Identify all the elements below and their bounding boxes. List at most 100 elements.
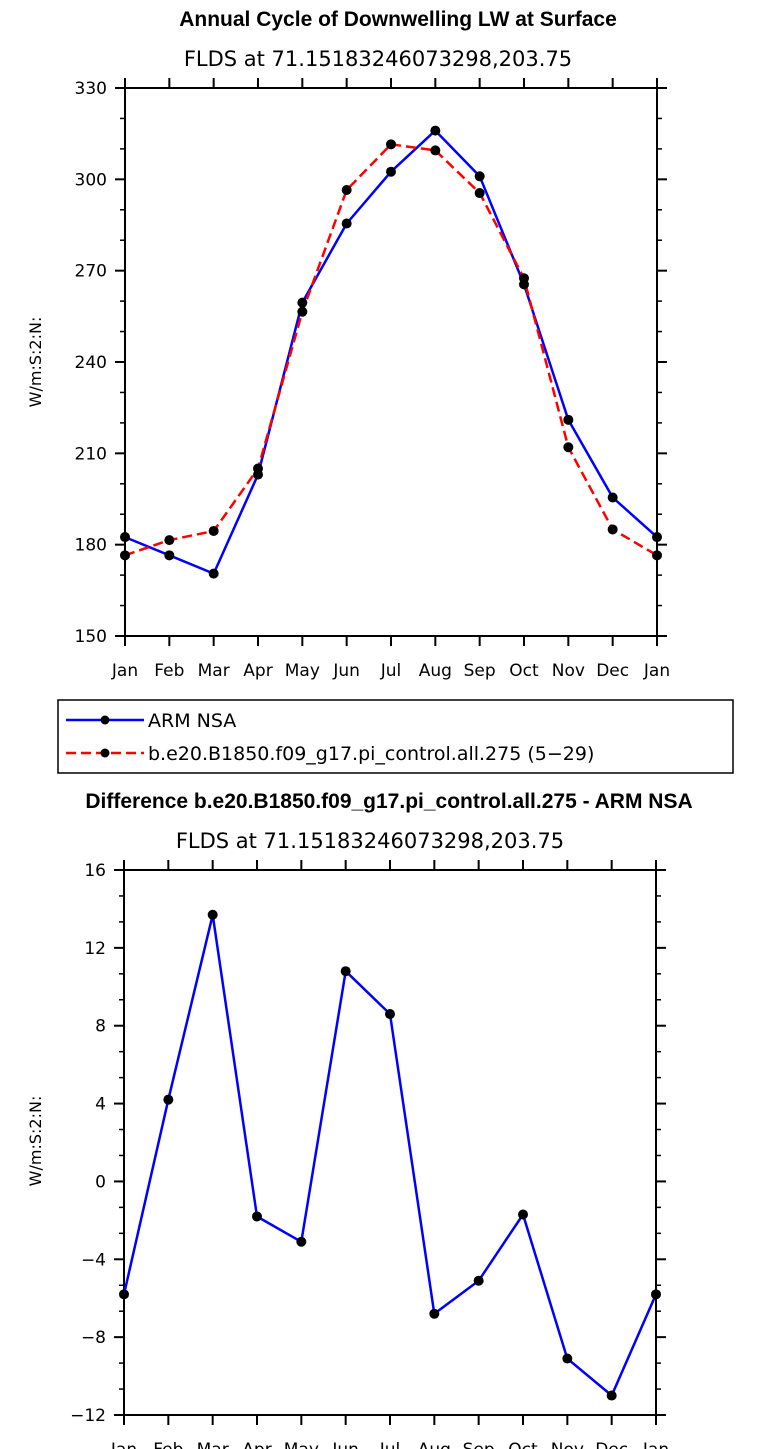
y-tick-label: 16 [84,861,106,881]
x-tick-labels: Jan Feb Mar Apr May Jun Jul Aug Sep Oct Nov Dec Jan [111,661,670,681]
data-point-s0-0 [119,1289,129,1300]
y-tick-label: 210 [75,444,107,464]
x-tick-label: Jan [642,1440,669,1449]
y-tick-label: 12 [84,939,106,959]
data-point-s0-5 [341,218,352,229]
chart-subtitle: FLDS at 71.15183246073298,203.75 [176,829,564,853]
x-tick-label: Jul [380,661,402,681]
x-tick-label: Jun [332,661,360,681]
data-point-s0-3 [252,1211,262,1222]
x-tick-label: Apr [242,1440,271,1449]
chart-subtitle: FLDS at 71.15183246073298,203.75 [184,47,572,71]
data-point-s1-2 [208,525,219,536]
y-axis-label: W/m:S:2:N: [26,317,45,408]
x-tick-label: Jan [110,1440,137,1449]
data-point-s0-6 [386,166,396,177]
x-tick-label: Jan [643,661,670,681]
series-line-0 [122,913,658,1397]
data-point-s0-12 [652,532,662,543]
legend-marker-arm-nsa [100,715,110,725]
y-tick-label: 180 [75,536,107,556]
axis-ticks [114,860,666,1425]
data-point-s0-5 [340,966,351,977]
data-point-s0-1 [163,1094,174,1105]
y-tick-label: 330 [75,79,107,99]
data-point-s0-11 [606,1390,617,1401]
data-point-s1-7 [430,145,441,156]
x-tick-labels: Jan Feb Mar Apr May Jun Jul Aug Sep Oct Nov Dec Jan [110,1440,669,1449]
data-point-s0-11 [607,492,618,503]
data-point-s1-11 [607,524,618,535]
x-tick-label: Jan [111,661,138,681]
x-tick-label: Sep [463,1440,495,1449]
data-point-s0-8 [473,1275,484,1286]
data-point-s1-4 [297,306,308,317]
x-tick-label: Mar [198,661,230,681]
series-group [120,125,662,579]
data-point-s0-10 [562,1353,573,1364]
data-point-s0-7 [429,1308,440,1319]
data-point-s1-5 [341,184,352,195]
series-group [119,909,661,1401]
x-tick-label: Feb [153,1440,183,1449]
data-point-s0-9 [518,1209,528,1220]
y-tick-label: −8 [81,1328,106,1348]
chart-title: Annual Cycle of Downwelling LW at Surfac… [179,8,617,31]
y-tick-label: 4 [95,1095,106,1115]
x-tick-label: Feb [154,661,184,681]
x-tick-label: Mar [197,1440,229,1449]
x-tick-label: Sep [464,661,496,681]
data-point-s0-4 [296,1236,307,1247]
y-tick-label: 300 [75,170,107,190]
axis-ticks [115,78,667,646]
legend-box [57,699,734,774]
y-tick-label: −4 [81,1250,106,1270]
y-tick-labels: −12 −8 −4 0 4 8 12 16 [70,861,106,1426]
y-tick-label: 0 [95,1172,106,1192]
x-tick-label: Aug [418,1440,451,1449]
data-point-s0-8 [474,171,485,182]
legend-label-model: b.e20.B1850.f09_g17.pi_control.all.275 (… [148,743,594,765]
data-point-s0-2 [207,909,218,920]
legend-marker-model [100,748,110,758]
data-point-s1-10 [563,442,574,453]
y-tick-label: −12 [70,1406,106,1426]
legend: ARM NSA b.e20.B1850.f09_g17.pi_control.a… [57,699,734,774]
data-point-s1-12 [652,550,662,561]
x-tick-label: May [284,1440,319,1449]
data-point-s0-12 [651,1289,661,1300]
x-tick-label: Dec [595,1440,628,1449]
x-tick-label: Nov [551,1440,584,1449]
data-point-s0-2 [208,568,219,579]
data-point-s1-0 [120,550,130,561]
x-tick-label: Jun [331,1440,359,1449]
x-tick-label: Aug [419,661,452,681]
data-point-s0-1 [164,550,175,561]
data-point-s0-6 [385,1009,395,1020]
data-point-s1-9 [519,273,529,284]
x-tick-label: Nov [552,661,585,681]
annual-cycle-chart: Annual Cycle of Downwelling LW at Surfac… [26,8,734,774]
difference-chart: Difference b.e20.B1850.f09_g17.pi_contro… [26,790,693,1449]
data-point-s0-4 [297,297,308,308]
data-point-s0-10 [563,414,574,425]
chart-title: Difference b.e20.B1850.f09_g17.pi_contro… [85,790,692,813]
series-line-1 [124,143,658,557]
x-tick-label: Apr [243,661,272,681]
y-tick-labels: 150 180 210 240 270 300 330 [75,79,107,647]
y-tick-label: 150 [75,627,107,647]
x-tick-label: Jul [379,1440,401,1449]
data-point-s0-7 [430,125,441,136]
y-tick-label: 240 [75,353,107,373]
data-point-s1-8 [474,188,485,199]
data-point-s1-6 [386,139,396,150]
x-tick-label: Oct [508,1440,538,1449]
legend-label-arm-nsa: ARM NSA [148,710,236,732]
y-tick-label: 270 [75,262,107,282]
y-axis-label: W/m:S:2:N: [26,1096,45,1187]
x-tick-label: Oct [509,661,539,681]
series-line-0 [124,129,658,575]
x-tick-label: May [285,661,320,681]
data-point-s0-0 [120,532,130,543]
